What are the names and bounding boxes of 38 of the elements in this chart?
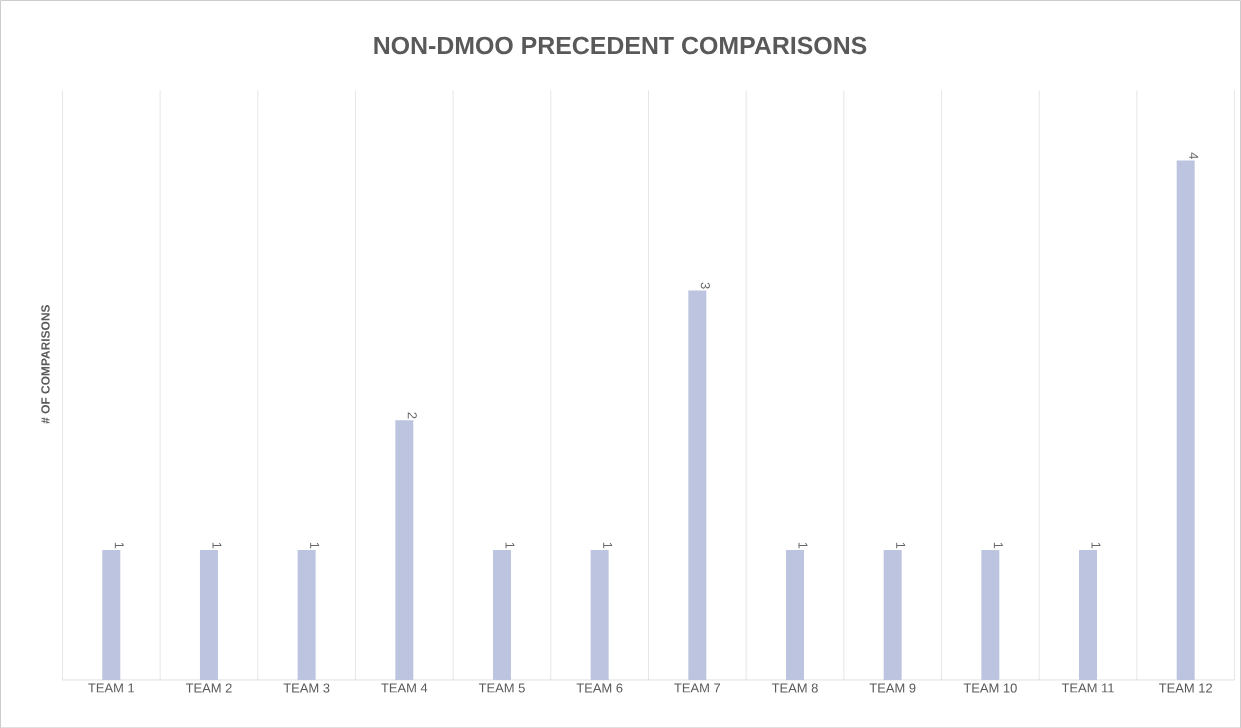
x-tick-label: TEAM 8	[771, 683, 818, 693]
x-tick-label: TEAM 4	[381, 683, 428, 693]
x-tick-label: TEAM 1	[88, 683, 135, 693]
bar	[492, 549, 511, 680]
x-tick-label: TEAM 11	[1061, 683, 1114, 693]
data-label: 1	[310, 542, 320, 549]
bar	[1176, 160, 1195, 680]
data-label: 1	[114, 542, 124, 549]
bar	[590, 549, 609, 680]
bar	[1079, 549, 1097, 680]
data-label: 1	[896, 542, 906, 549]
bar	[102, 549, 121, 680]
bar	[199, 549, 218, 680]
x-tick-label: TEAM 3	[283, 683, 330, 693]
data-label: 1	[603, 542, 613, 549]
bar	[688, 290, 707, 680]
data-label: 1	[212, 542, 222, 549]
x-tick-label: TEAM 7	[674, 683, 721, 693]
data-label: 1	[993, 542, 1003, 549]
data-label: 1	[505, 542, 515, 549]
x-tick-label: TEAM 6	[576, 683, 623, 693]
y-axis-title: # OF COMPARISONS	[41, 304, 50, 424]
x-tick-label: TEAM 12	[1159, 683, 1212, 693]
x-tick-label: TEAM 5	[478, 683, 525, 693]
bar	[883, 549, 902, 680]
data-label: 4	[1189, 152, 1199, 159]
bar	[395, 420, 414, 680]
bar	[786, 549, 804, 680]
data-label: 1	[1091, 542, 1101, 549]
x-tick-label: TEAM 9	[869, 683, 916, 693]
data-label: 2	[407, 412, 417, 419]
bar	[981, 549, 1000, 680]
x-tick-label: TEAM 2	[185, 683, 232, 693]
x-tick-label: TEAM 10	[963, 683, 1017, 693]
data-label: 1	[798, 542, 808, 549]
chart-title: NON-DMOO PRECEDENT COMPARISONS	[374, 36, 867, 55]
data-label: 3	[700, 282, 710, 289]
bar	[297, 549, 316, 680]
